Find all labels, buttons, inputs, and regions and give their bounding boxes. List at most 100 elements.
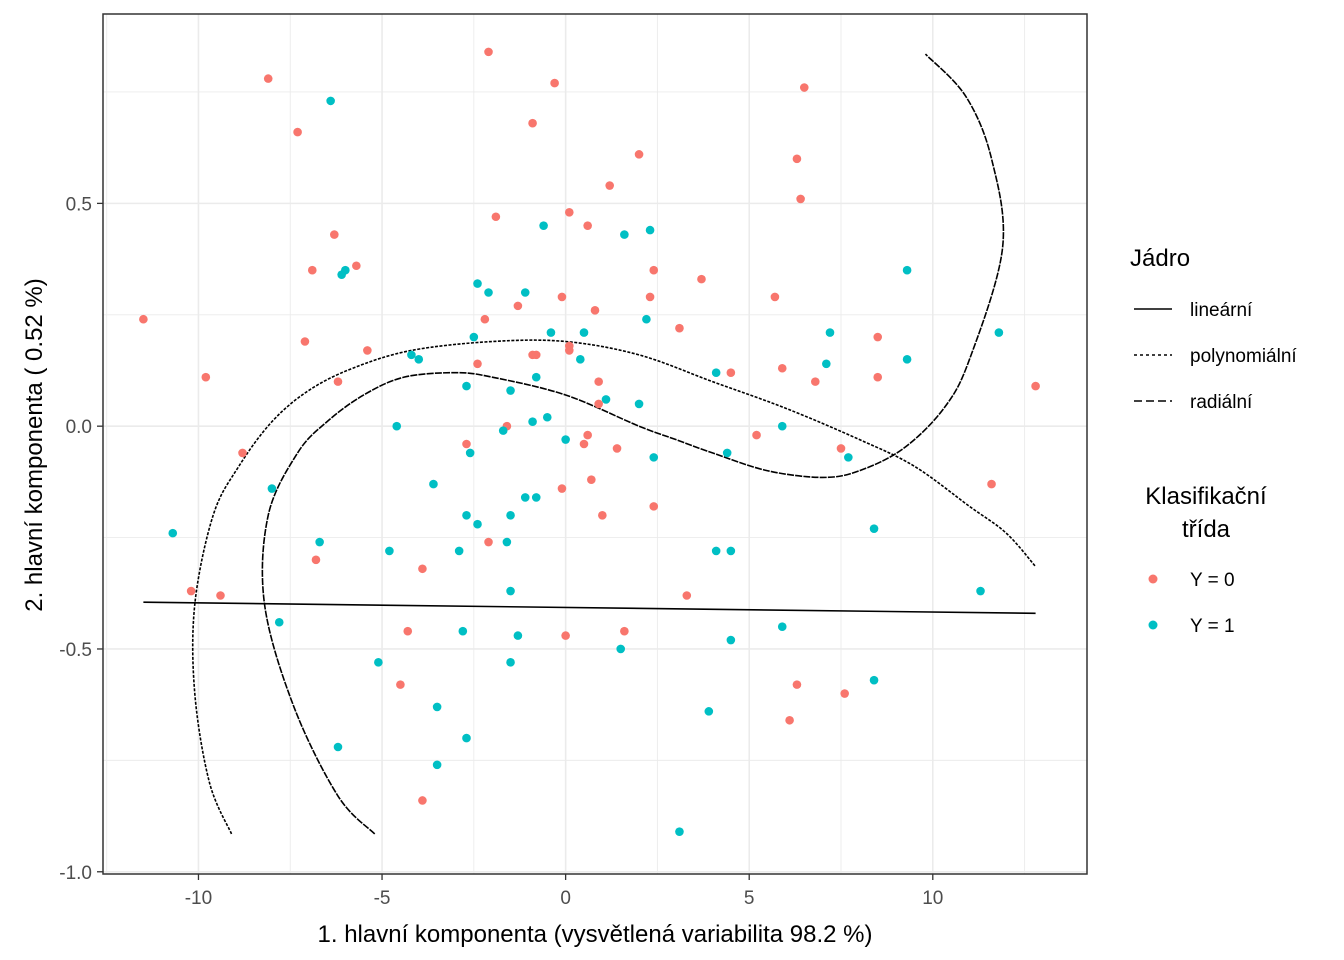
decision-boundaries [143,53,1037,835]
point-y1 [506,658,515,667]
point-y0 [557,292,567,302]
point-y1 [579,328,589,337]
point-y0 [139,314,148,324]
y-tick-label: 0.5 [66,194,92,215]
point-y1 [539,221,548,230]
point-y0 [594,399,603,409]
point-y1 [722,448,732,458]
x-axis-title: 1. hlavní komponenta (vysvětlená variabi… [318,921,873,948]
point-y0 [363,346,372,355]
point-y1 [616,644,625,654]
y-tick-label: -1.0 [59,863,92,884]
point-y1 [462,511,471,520]
point-y1 [531,493,541,502]
point-y0 [561,631,570,640]
x-tick-label: -10 [185,888,212,909]
point-y0 [396,680,405,689]
point-y0 [587,475,596,484]
point-y0 [311,555,321,565]
point-y1 [432,760,442,770]
point-y1 [506,511,515,520]
point-y1 [333,742,343,752]
point-y1 [822,359,831,369]
point-y1 [645,225,655,235]
legend-marker-y1 [1148,620,1158,630]
point-y1 [454,546,464,556]
point-y1 [274,617,284,627]
y-tick-label: 0.0 [66,417,92,438]
point-y0 [330,230,339,239]
point-y0 [418,564,427,574]
x-tick-label: 10 [922,888,943,909]
legend-class: Klasifikační třída Y = 0 Y = 1 [1145,483,1267,637]
point-y1 [337,270,346,279]
point-y0 [480,314,490,324]
point-y0 [612,444,622,453]
point-y1 [326,96,335,106]
point-y0 [605,181,614,190]
point-y0 [873,372,883,382]
point-y1 [374,658,383,667]
point-y1 [462,733,471,743]
point-y1 [392,421,402,431]
point-y1 [726,635,736,645]
point-y0 [186,586,196,596]
point-y0 [1031,381,1040,391]
point-y1 [469,332,479,342]
point-y0 [873,332,883,342]
point-y1 [576,355,585,364]
point-y1 [315,537,324,547]
point-y1 [675,827,684,836]
legend-label-y1: Y = 1 [1190,616,1235,637]
point-y0 [418,796,427,805]
point-y0 [675,323,684,333]
point-y0 [550,78,559,88]
point-y1 [531,372,541,382]
point-y1 [711,368,721,378]
point-y1 [513,631,523,640]
plot-border [102,13,1088,875]
point-y1 [777,421,787,431]
point-y0 [594,377,603,386]
point-y1 [267,484,277,493]
point-y1 [385,546,394,556]
point-y0 [649,502,659,511]
point-y0 [987,479,996,489]
point-y1 [414,355,424,364]
legend-label-y0: Y = 0 [1190,570,1235,591]
point-y1 [649,453,659,462]
point-y1 [634,399,644,409]
point-y1 [777,622,787,631]
point-y0 [352,261,361,271]
point-y1 [458,626,468,636]
point-y0 [583,430,592,440]
y-axis-title: 2. hlavní komponenta ( 0.52 %) [21,278,48,612]
boundary-line-polynomial [191,339,1037,835]
point-y0 [590,306,600,315]
point-y0 [770,292,780,302]
point-y0 [565,207,574,217]
point-y0 [528,118,537,128]
point-y0 [513,301,523,311]
legend-label-linear: lineární [1190,300,1253,321]
point-y1 [825,328,835,337]
panel-frame [102,13,1088,875]
point-y1 [484,288,493,297]
point-y0 [785,715,794,725]
legend-class-title-line1: Klasifikační [1145,483,1267,510]
point-y1 [711,546,721,556]
point-y1 [506,386,515,395]
boundary-line-linear [143,601,1036,615]
point-y0 [293,127,302,137]
point-y0 [697,274,706,284]
point-y1 [168,528,178,538]
point-y0 [799,83,809,92]
point-y0 [403,626,413,636]
legend-label-radial: radiální [1190,392,1253,413]
point-y0 [598,511,607,520]
point-y1 [542,412,552,422]
axes: -10 -5 0 5 10 -1.0 -0.5 0.0 0.5 [59,194,943,909]
legend-class-title-line2: třída [1182,516,1231,543]
legend-marker-y0 [1148,574,1158,584]
panel-background [103,14,1087,874]
